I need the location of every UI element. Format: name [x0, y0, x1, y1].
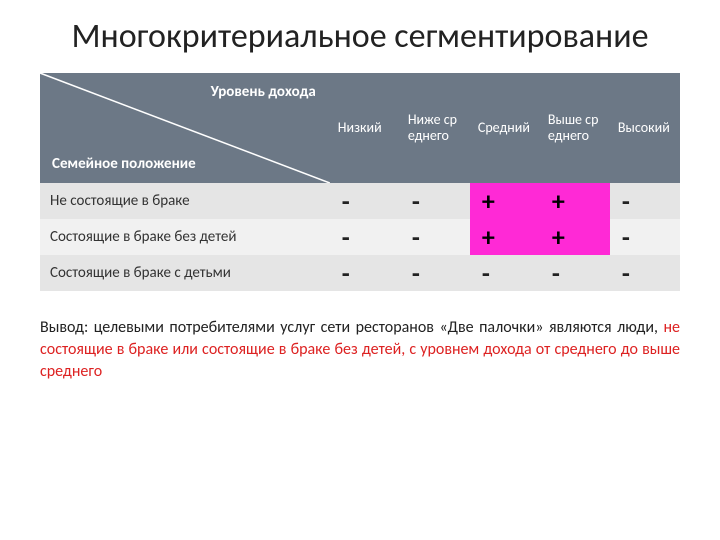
table-cell: -	[330, 219, 400, 255]
col-header: Выше среднего	[540, 73, 610, 183]
table-cell: +	[470, 183, 540, 219]
segmentation-table: Уровень дохода Семейное положение Низкий…	[40, 73, 680, 291]
table-cell: -	[330, 183, 400, 219]
table-cell: -	[610, 219, 680, 255]
table-row: Не состоящие в браке - - + + -	[40, 183, 680, 219]
corner-label-columns: Уровень дохода	[211, 83, 316, 101]
table-cell: -	[610, 255, 680, 291]
table-header-row: Уровень дохода Семейное положение Низкий…	[40, 73, 680, 183]
table-cell: -	[610, 183, 680, 219]
table-cell: +	[540, 183, 610, 219]
table-cell: -	[400, 183, 470, 219]
table-row: Состоящие в браке без детей - - + + -	[40, 219, 680, 255]
conclusion-text: Вывод: целевыми потребителями услуг сети…	[40, 317, 680, 382]
row-label: Состоящие в браке с детьми	[40, 255, 330, 291]
table-cell: -	[400, 219, 470, 255]
table-corner-header: Уровень дохода Семейное положение	[40, 73, 330, 183]
table-cell: +	[540, 219, 610, 255]
slide-title: Многокритериальное сегментирование	[40, 18, 680, 55]
table-body: Не состоящие в браке - - + + - Состоящие…	[40, 183, 680, 291]
row-label: Не состоящие в браке	[40, 183, 330, 219]
col-header: Низкий	[330, 73, 400, 183]
col-header: Ниже среднего	[400, 73, 470, 183]
row-label: Состоящие в браке без детей	[40, 219, 330, 255]
col-header: Высокий	[610, 73, 680, 183]
corner-label-rows: Семейное положение	[52, 155, 196, 173]
table-cell: -	[330, 255, 400, 291]
col-header: Средний	[470, 73, 540, 183]
table-cell: -	[540, 255, 610, 291]
table-cell: -	[470, 255, 540, 291]
table-row: Состоящие в браке с детьми - - - - -	[40, 255, 680, 291]
conclusion-lead: Вывод: целевыми потребителями услуг сети…	[40, 318, 663, 337]
table-cell: +	[470, 219, 540, 255]
table-cell: -	[400, 255, 470, 291]
